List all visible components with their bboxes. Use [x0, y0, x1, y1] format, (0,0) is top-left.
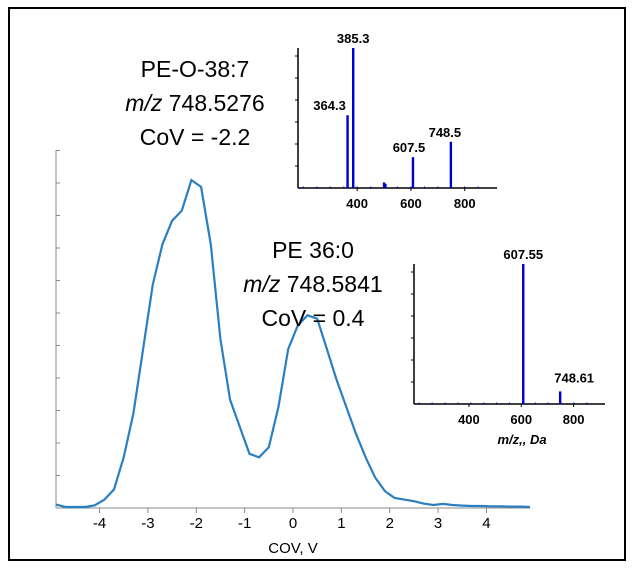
inset1-y-ticks — [295, 55, 298, 167]
inset2-peak-labels: 607.55 748.61 — [503, 247, 594, 385]
inset1-bars — [302, 48, 479, 188]
annotation-pe: PE 36:0 m/z 748.5841 CoV = 0.4 — [243, 237, 382, 331]
inset2-x-axis-label: m/z,, Da — [497, 432, 546, 447]
inset-x-tick-label: 600 — [510, 412, 532, 427]
inset-x-tick-label: 800 — [454, 196, 476, 211]
inset-peak-label: 748.61 — [554, 370, 594, 385]
main-x-tick-label: -1 — [238, 515, 251, 532]
main-x-tick-label: -3 — [141, 515, 154, 532]
inset-x-tick-label: 400 — [458, 412, 480, 427]
annotation-pe-o: PE-O-38:7 m/z 748.5276 CoV = -2.2 — [125, 56, 264, 150]
inset2-bars — [418, 264, 588, 404]
inset-peak-label: 385.3 — [337, 31, 370, 46]
inset-x-tick-label: 400 — [346, 196, 368, 211]
main-y-ticks — [56, 150, 60, 509]
inset2-x-ticks: 400 600 800 — [458, 404, 584, 427]
main-chart: -4 -3 -2 -1 0 1 2 3 4 COV, V PE-O-38:7 m/z 748.52… — [55, 56, 531, 557]
inset-x-tick-label: 600 — [400, 196, 422, 211]
inset2-y-ticks — [411, 271, 414, 383]
main-series-line — [55, 178, 531, 509]
inset-peak-label: 748.5 — [429, 125, 462, 140]
main-x-axis-label: COV, V — [268, 540, 317, 557]
main-x-tick-label: -4 — [93, 515, 106, 532]
main-x-tick-label: 3 — [434, 515, 442, 532]
inset-peak-label: 607.5 — [393, 140, 426, 155]
main-x-tick-label: 4 — [482, 515, 490, 532]
inset-x-tick-label: 800 — [563, 412, 585, 427]
main-x-tick-label: 2 — [386, 515, 394, 532]
main-x-tick-label: 1 — [337, 515, 345, 532]
main-x-ticks: -4 -3 -2 -1 0 1 2 3 4 — [93, 508, 491, 532]
inset-spectrum-2: 400 600 800 607.55 748.61 m/z,, Da — [411, 247, 605, 447]
inset-peak-label: 364.3 — [313, 98, 346, 113]
main-x-tick-label: 0 — [289, 515, 297, 532]
inset1-x-ticks: 400 600 800 — [346, 188, 476, 211]
inset-peak-label: 607.55 — [503, 247, 543, 262]
main-x-tick-label: -2 — [190, 515, 203, 532]
